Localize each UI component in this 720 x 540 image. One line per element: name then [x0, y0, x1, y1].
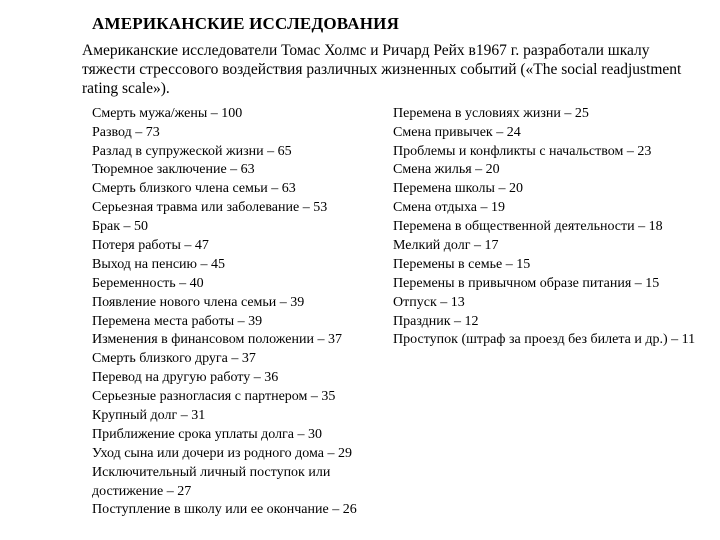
- list-item: Смерть близкого члена семьи – 63: [92, 180, 389, 199]
- list-item: Перемена в условиях жизни – 25: [393, 105, 700, 124]
- columns: Смерть мужа/жены – 100Развод – 73Разлад …: [92, 105, 700, 521]
- list-item: Смена жилья – 20: [393, 161, 700, 180]
- list-item: Перемена в общественной деятельности – 1…: [393, 218, 700, 237]
- list-item: Мелкий долг – 17: [393, 237, 700, 256]
- list-item: Исключительный личный поступок или дости…: [92, 464, 389, 502]
- list-item: Брак – 50: [92, 218, 389, 237]
- list-item: Беременность – 40: [92, 275, 389, 294]
- list-item: Потеря работы – 47: [92, 237, 389, 256]
- list-item: Перемены в семье – 15: [393, 256, 700, 275]
- list-item: Отпуск – 13: [393, 294, 700, 313]
- list-item: Проступок (штраф за проезд без билета и …: [393, 331, 700, 350]
- list-item: Изменения в финансовом положении – 37: [92, 331, 389, 350]
- list-item: Перемена места работы – 39: [92, 313, 389, 332]
- list-item: Праздник – 12: [393, 313, 700, 332]
- list-item: Смена отдыха – 19: [393, 199, 700, 218]
- list-item: Перемены в привычном образе питания – 15: [393, 275, 700, 294]
- list-item: Крупный долг – 31: [92, 407, 389, 426]
- list-item: Выход на пенсию – 45: [92, 256, 389, 275]
- list-item: Смерть мужа/жены – 100: [92, 105, 389, 124]
- list-item: Тюремное заключение – 63: [92, 161, 389, 180]
- list-item: Развод – 73: [92, 124, 389, 143]
- list-item: Перевод на другую работу – 36: [92, 369, 389, 388]
- list-item: Смерть близкого друга – 37: [92, 350, 389, 369]
- list-item: Перемена школы – 20: [393, 180, 700, 199]
- list-item: Проблемы и конфликты с начальством – 23: [393, 143, 700, 162]
- list-item: Серьезные разногласия с партнером – 35: [92, 388, 389, 407]
- list-item: Уход сына или дочери из родного дома – 2…: [92, 445, 389, 464]
- list-item: Появление нового члена семьи – 39: [92, 294, 389, 313]
- right-column: Перемена в условиях жизни – 25Смена прив…: [393, 105, 700, 521]
- page-title: АМЕРИКАНСКИЕ ИССЛЕДОВАНИЯ: [92, 14, 700, 34]
- list-item: Серьезная травма или заболевание – 53: [92, 199, 389, 218]
- intro-paragraph: Американские исследователи Томас Холмс и…: [82, 42, 690, 99]
- list-item: Смена привычек – 24: [393, 124, 700, 143]
- list-item: Разлад в супружеской жизни – 65: [92, 143, 389, 162]
- list-item: Приближение срока уплаты долга – 30: [92, 426, 389, 445]
- left-column: Смерть мужа/жены – 100Развод – 73Разлад …: [92, 105, 393, 521]
- list-item: Поступление в школу или ее окончание – 2…: [92, 501, 389, 520]
- page: АМЕРИКАНСКИЕ ИССЛЕДОВАНИЯ Американские и…: [0, 0, 720, 540]
